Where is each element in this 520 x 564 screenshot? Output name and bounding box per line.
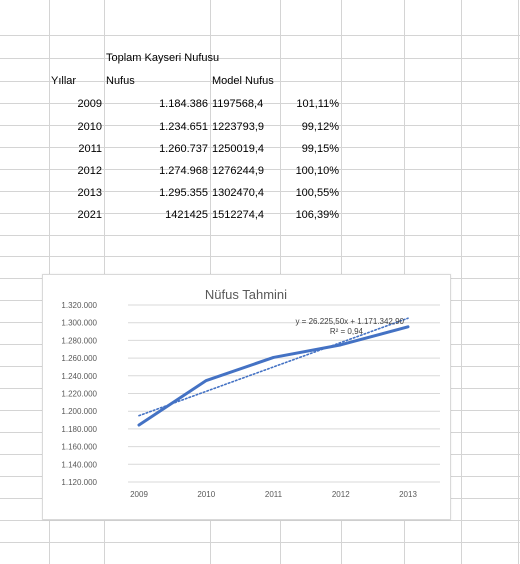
sheet-title-cell[interactable]: Toplam Kayseri Nufusu [106,52,220,64]
trendline-equation-label[interactable]: y = 26.225,50x + 1.171.342,90 [295,317,404,326]
line-chart[interactable]: 1.120.000 1.140.000 1.160.000 1.180.000 1.20… [42,274,451,520]
y-tick-label: 1.220.000 [61,390,97,399]
population-cell[interactable]: 1.234.651 [159,121,208,133]
year-cell[interactable]: 2021 [77,209,102,221]
model-cell[interactable]: 1250019,4 [212,143,264,155]
y-tick-label: 1.320.000 [61,301,97,310]
population-cell[interactable]: 1.274.968 [159,165,208,177]
model-cell[interactable]: 1276244,9 [212,165,264,177]
trendline[interactable] [138,317,409,417]
y-tick-label: 1.200.000 [61,407,97,416]
ratio-cell[interactable]: 99,12% [301,121,339,133]
y-tick-label: 1.120.000 [61,478,97,487]
x-tick-label: 2010 [197,490,215,499]
year-cell[interactable]: 2012 [77,165,102,177]
x-tick-label: 2009 [130,490,148,499]
ratio-cell[interactable]: 101,11% [296,98,339,110]
year-cell[interactable]: 2011 [78,143,102,155]
header-model-cell[interactable]: Model Nufus [212,75,274,87]
header-population-cell[interactable]: Nufus [106,75,135,87]
x-tick-label: 2013 [399,490,417,499]
model-cell[interactable]: 1197568,4 [212,98,264,110]
chart-canvas: 1.120.000 1.140.000 1.160.000 1.180.000 1.20… [61,287,440,499]
year-cell[interactable]: 2010 [77,121,102,133]
y-axis-tick-labels: 1.120.000 1.140.000 1.160.000 1.180.000 1.20… [61,301,97,487]
y-tick-label: 1.140.000 [61,460,97,469]
population-cell[interactable]: 1.295.355 [159,187,208,199]
y-tick-label: 1.180.000 [61,425,97,434]
ratio-cell[interactable]: 99,15% [301,143,339,155]
trendline-r-squared-label[interactable]: R² = 0,94 [330,327,364,336]
series-group[interactable] [137,325,410,427]
model-cell[interactable]: 1302470,4 [212,187,264,199]
model-cell[interactable]: 1512274,4 [212,209,264,221]
population-cell[interactable]: 1.260.737 [159,143,208,155]
y-tick-label: 1.240.000 [61,372,97,381]
x-tick-label: 2011 [265,490,283,499]
x-axis-tick-labels: 2009 2010 2011 2012 2013 [130,490,417,499]
ratio-cell[interactable]: 100,10% [295,165,339,177]
chart-title[interactable]: Nüfus Tahmini [205,287,287,302]
header-years-cell[interactable]: Yıllar [51,75,77,87]
model-cell[interactable]: 1223793,9 [212,121,264,133]
year-cell[interactable]: 2013 [77,187,102,199]
ratio-cell[interactable]: 100,55% [295,187,339,199]
y-tick-label: 1.280.000 [61,336,97,345]
y-tick-label: 1.160.000 [61,443,97,452]
series-line[interactable] [137,325,410,427]
chart-gridlines [128,304,440,483]
x-tick-label: 2012 [332,490,350,499]
ratio-cell[interactable]: 106,39% [295,209,339,221]
year-cell[interactable]: 2009 [77,98,102,110]
y-tick-label: 1.260.000 [61,354,97,363]
population-cell[interactable]: 1421425 [165,209,208,221]
population-cell[interactable]: 1.184.386 [159,98,208,110]
y-tick-label: 1.300.000 [61,319,97,328]
trendline-group[interactable] [138,317,409,417]
